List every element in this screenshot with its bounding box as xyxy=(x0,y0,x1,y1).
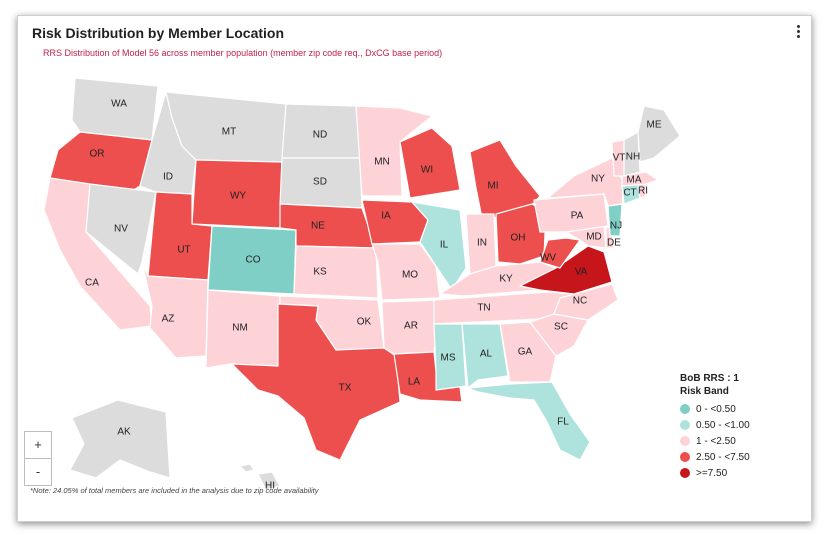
state-label-tx: TX xyxy=(339,383,352,394)
state-label-co: CO xyxy=(246,255,261,266)
legend-item[interactable]: 2.50 - <7.50 xyxy=(680,449,785,465)
state-label-ma: MA xyxy=(627,175,642,186)
state-label-ga: GA xyxy=(518,347,533,358)
state-tx[interactable] xyxy=(231,303,401,461)
state-ma[interactable] xyxy=(621,171,659,187)
state-label-ut: UT xyxy=(177,245,190,256)
legend-label: 0.50 - <1.00 xyxy=(696,419,750,431)
legend-label: 0 - <0.50 xyxy=(696,403,736,415)
state-label-nj: NJ xyxy=(610,221,622,232)
state-az[interactable] xyxy=(141,261,209,359)
state-label-tn: TN xyxy=(477,303,490,314)
state-label-az: AZ xyxy=(162,314,175,325)
state-label-ms: MS xyxy=(441,353,456,364)
legend-title: BoB RRS : 1 xyxy=(680,373,739,384)
state-label-nm: NM xyxy=(232,323,248,334)
legend-subtitle: Risk Band xyxy=(680,386,729,397)
zoom-in-button[interactable]: + xyxy=(34,437,42,452)
legend-swatch xyxy=(680,404,690,414)
state-label-de: DE xyxy=(607,238,621,249)
legend-item[interactable]: 1 - <2.50 xyxy=(680,433,785,449)
state-wi[interactable] xyxy=(399,127,461,199)
legend-item[interactable]: 0.50 - <1.00 xyxy=(680,417,785,433)
state-label-hi: HI xyxy=(265,481,275,492)
state-label-sc: SC xyxy=(554,322,568,333)
state-label-vt: VT xyxy=(613,153,626,164)
legend-swatch xyxy=(680,452,690,462)
legend-item[interactable]: >=7.50 xyxy=(680,465,785,481)
state-label-sd: SD xyxy=(313,177,327,188)
state-nh[interactable] xyxy=(623,131,641,177)
state-ms[interactable] xyxy=(433,323,467,391)
state-nv[interactable] xyxy=(85,183,157,275)
state-label-wy: WY xyxy=(230,191,246,202)
legend-label: 1 - <2.50 xyxy=(696,435,736,447)
state-al[interactable] xyxy=(461,323,509,389)
state-label-ne: NE xyxy=(311,221,325,232)
state-wv[interactable] xyxy=(539,237,581,269)
state-label-ri: RI xyxy=(638,186,648,197)
state-label-oh: OH xyxy=(511,233,526,244)
state-label-me: ME xyxy=(647,120,662,131)
legend-swatch xyxy=(680,436,690,446)
zoom-out-button[interactable]: - xyxy=(25,458,51,485)
state-label-or: OR xyxy=(90,149,105,160)
state-label-ky: KY xyxy=(499,274,513,285)
legend-label: >=7.50 xyxy=(696,467,728,479)
state-me[interactable] xyxy=(637,105,681,163)
state-label-al: AL xyxy=(480,349,493,360)
legend-label: 2.50 - <7.50 xyxy=(696,451,750,463)
state-label-mi: MI xyxy=(487,181,498,192)
state-mo[interactable] xyxy=(371,243,441,301)
state-label-wi: WI xyxy=(421,165,433,176)
state-ny[interactable] xyxy=(549,157,625,207)
more-vertical-icon[interactable] xyxy=(793,25,803,39)
state-label-la: LA xyxy=(408,377,421,388)
state-label-ct: CT xyxy=(623,188,636,199)
state-label-mo: MO xyxy=(402,270,418,281)
state-label-ks: KS xyxy=(313,267,327,278)
state-label-mn: MN xyxy=(374,157,390,168)
state-label-ca: CA xyxy=(85,278,99,289)
state-label-ny: NY xyxy=(591,174,605,185)
state-label-nc: NC xyxy=(573,296,587,307)
state-hi[interactable] xyxy=(239,463,281,491)
widget-subtitle: RRS Distribution of Model 56 across memb… xyxy=(43,48,443,58)
state-il[interactable] xyxy=(411,201,467,291)
state-label-nv: NV xyxy=(114,224,128,235)
legend: BoB RRS : 1 Risk Band 0 - <0.50 0.50 - <… xyxy=(680,372,785,481)
state-label-va: VA xyxy=(575,267,588,278)
state-label-wv: WV xyxy=(540,253,556,264)
legend-swatch xyxy=(680,468,690,478)
state-ga[interactable] xyxy=(499,321,557,383)
state-ak[interactable] xyxy=(69,399,171,479)
state-label-md: MD xyxy=(586,232,602,243)
state-label-fl: FL xyxy=(557,417,569,428)
state-label-nh: NH xyxy=(626,152,640,163)
state-label-wa: WA xyxy=(111,99,127,110)
state-ks[interactable] xyxy=(293,245,379,299)
state-sc[interactable] xyxy=(529,313,589,357)
footnote: *Note: 24.05% of total members are inclu… xyxy=(30,486,319,495)
widget-title: Risk Distribution by Member Location xyxy=(32,25,285,41)
zoom-control: + - xyxy=(24,431,52,486)
state-label-in: IN xyxy=(477,238,487,249)
legend-swatch xyxy=(680,420,690,430)
state-label-ok: OK xyxy=(357,317,372,328)
state-label-ar: AR xyxy=(404,321,418,332)
state-label-nd: ND xyxy=(313,130,327,141)
state-label-ak: AK xyxy=(117,427,131,438)
state-label-il: IL xyxy=(440,240,449,251)
state-label-id: ID xyxy=(163,172,173,183)
state-label-ia: IA xyxy=(381,211,391,222)
legend-item[interactable]: 0 - <0.50 xyxy=(680,401,785,417)
state-label-mt: MT xyxy=(222,127,236,138)
state-label-pa: PA xyxy=(571,211,584,222)
state-fl[interactable] xyxy=(467,381,591,461)
